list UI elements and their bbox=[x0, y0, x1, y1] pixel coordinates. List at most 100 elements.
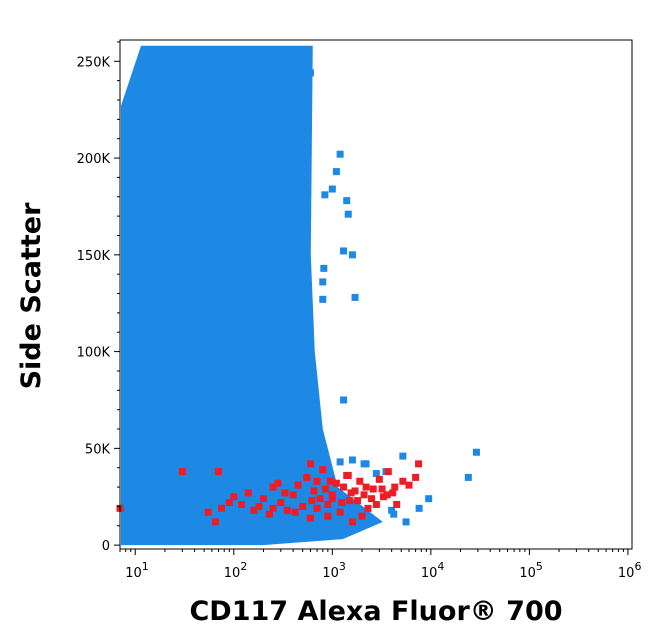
red-point bbox=[356, 477, 364, 485]
red-point bbox=[306, 514, 314, 522]
red-point bbox=[319, 466, 327, 474]
red-point bbox=[299, 502, 307, 510]
red-point bbox=[378, 485, 386, 493]
red-point bbox=[277, 499, 285, 507]
red-point bbox=[328, 491, 336, 499]
x-tick-label: 102 bbox=[224, 560, 248, 581]
red-point bbox=[255, 502, 263, 510]
red-point bbox=[230, 493, 238, 501]
red-point bbox=[326, 477, 334, 485]
red-point bbox=[313, 504, 321, 512]
blue-point bbox=[351, 293, 359, 301]
red-point bbox=[379, 493, 387, 501]
y-tick-label: 250K bbox=[77, 55, 111, 70]
red-point bbox=[328, 495, 336, 503]
x-axis: 101 102 103 104 105 106 bbox=[119, 549, 642, 581]
blue-point bbox=[319, 295, 327, 303]
red-point bbox=[269, 483, 277, 491]
red-point bbox=[265, 510, 273, 518]
red-point bbox=[344, 471, 352, 479]
red-point bbox=[321, 485, 329, 493]
blue-point bbox=[328, 185, 336, 193]
red-point bbox=[259, 495, 267, 503]
red-point bbox=[405, 481, 413, 489]
blue-point bbox=[332, 168, 340, 176]
red-point bbox=[274, 479, 282, 487]
blue-point bbox=[344, 210, 352, 218]
blue-point bbox=[388, 506, 396, 514]
red-point bbox=[338, 499, 346, 507]
red-point bbox=[310, 487, 318, 495]
red-point bbox=[336, 508, 344, 516]
x-tick-label: 104 bbox=[421, 560, 445, 581]
blue-point bbox=[399, 452, 407, 460]
blue-point bbox=[425, 495, 433, 503]
red-point bbox=[225, 499, 233, 507]
blue-point bbox=[343, 197, 351, 205]
blue-point bbox=[336, 458, 344, 466]
red-point bbox=[316, 495, 324, 503]
red-point bbox=[375, 475, 383, 483]
blue-point bbox=[464, 473, 472, 481]
red-point bbox=[215, 468, 223, 476]
red-point bbox=[204, 508, 212, 516]
blue-point bbox=[348, 251, 356, 259]
x-tick-label: 101 bbox=[125, 560, 149, 581]
red-point bbox=[415, 460, 423, 468]
y-axis: 0 50K 100K 150K 200K 250K bbox=[77, 41, 120, 554]
red-point bbox=[348, 518, 356, 526]
red-point bbox=[389, 489, 397, 497]
red-point bbox=[289, 491, 297, 499]
red-point bbox=[393, 500, 401, 508]
plot-frame bbox=[119, 39, 633, 550]
red-point bbox=[353, 497, 361, 505]
red-point bbox=[324, 512, 332, 520]
red-point bbox=[250, 506, 258, 514]
red-point bbox=[351, 487, 359, 495]
y-tick-label: 50K bbox=[85, 442, 111, 457]
blue-point bbox=[294, 77, 302, 85]
red-point bbox=[360, 491, 368, 499]
blue-point bbox=[319, 278, 327, 286]
red-point bbox=[364, 504, 372, 512]
blue-point bbox=[415, 504, 423, 512]
blue-point bbox=[321, 191, 329, 199]
y-axis-title: Side Scatter bbox=[16, 202, 47, 390]
red-point bbox=[324, 500, 332, 508]
red-point bbox=[178, 468, 186, 476]
dense-population-area bbox=[121, 45, 383, 546]
red-point bbox=[358, 512, 366, 520]
blue-point bbox=[306, 69, 314, 77]
y-tick-label: 100K bbox=[77, 346, 111, 361]
blue-point bbox=[324, 470, 332, 478]
red-point bbox=[412, 473, 420, 481]
red-point bbox=[369, 485, 377, 493]
x-axis-title: CD117 Alexa Fluor® 700 bbox=[189, 596, 562, 627]
red-point bbox=[217, 504, 225, 512]
blue-point bbox=[360, 460, 368, 468]
y-tick-label: 200K bbox=[77, 152, 111, 167]
blue-point bbox=[336, 150, 344, 158]
blue-point bbox=[472, 448, 480, 456]
red-point bbox=[313, 477, 321, 485]
red-point bbox=[399, 477, 407, 485]
dense-population bbox=[121, 45, 383, 546]
red-point bbox=[306, 460, 314, 468]
blue-point bbox=[348, 456, 356, 464]
red-point bbox=[383, 491, 391, 499]
blue-point bbox=[390, 510, 398, 518]
blue-point bbox=[320, 264, 328, 272]
red-point bbox=[283, 506, 291, 514]
red-point bbox=[269, 504, 277, 512]
red-point bbox=[244, 489, 252, 497]
red-point bbox=[281, 489, 289, 497]
blue-point bbox=[372, 470, 380, 478]
x-tick-label: 106 bbox=[618, 560, 642, 581]
red-point bbox=[372, 500, 380, 508]
x-tick-label: 103 bbox=[322, 560, 346, 581]
x-tick-label: 105 bbox=[519, 560, 543, 581]
red-point bbox=[238, 500, 246, 508]
red-point bbox=[384, 468, 392, 476]
red-point bbox=[347, 489, 355, 497]
